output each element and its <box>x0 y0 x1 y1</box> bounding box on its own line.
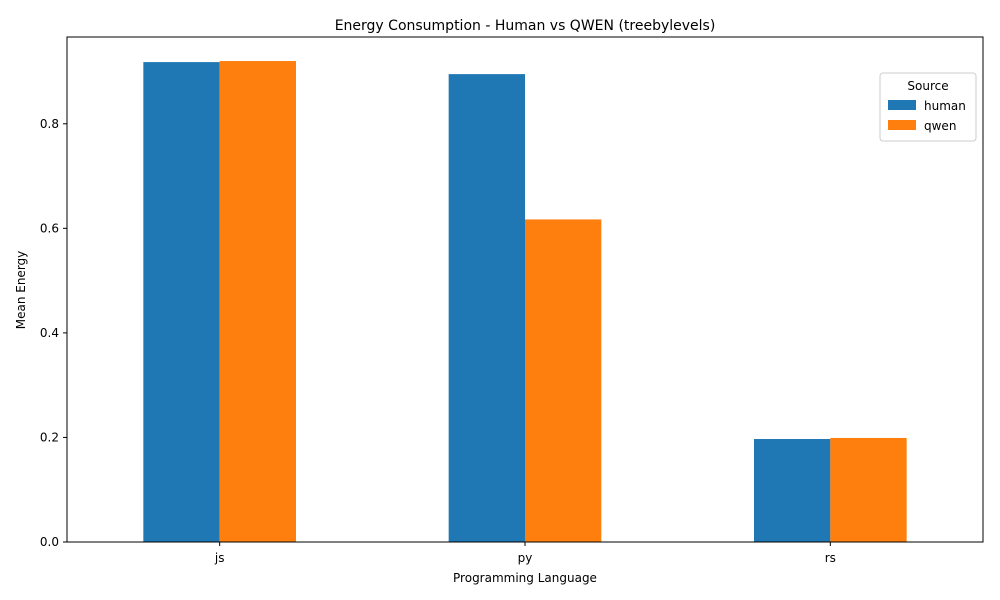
plot-frame <box>66 36 984 543</box>
bar-qwen-rs <box>830 437 907 542</box>
x-tick-label-py: py <box>518 551 533 565</box>
legend-title: Source <box>907 79 948 93</box>
y-tick-label: 0.4 <box>40 326 59 340</box>
bar-human-py <box>448 74 525 542</box>
y-tick-label: 0.2 <box>40 430 59 444</box>
bar-qwen-py <box>525 219 602 542</box>
legend-label-human: human <box>924 99 966 113</box>
legend-swatch-qwen <box>888 120 916 130</box>
y-tick-label: 0.8 <box>40 117 59 131</box>
x-tick-label-js: js <box>214 551 225 565</box>
chart-title: Energy Consumption - Human vs QWEN (tree… <box>335 18 716 34</box>
legend-label-qwen: qwen <box>924 119 956 133</box>
bar-human-js <box>143 62 220 542</box>
x-tick-label-rs: rs <box>825 551 836 565</box>
y-axis-label: Mean Energy <box>14 251 28 330</box>
bar-qwen-js <box>219 61 296 543</box>
legend: Source human qwen <box>879 72 977 142</box>
bar-human-rs <box>754 439 831 542</box>
y-tick-label: 0.6 <box>40 221 59 235</box>
x-axis-label: Programming Language <box>453 571 597 585</box>
plot-area: 0.0 0.2 0.4 0.6 0.8 js py rs <box>40 61 907 565</box>
legend-swatch-human <box>888 100 916 110</box>
y-tick-label: 0.0 <box>40 535 59 549</box>
